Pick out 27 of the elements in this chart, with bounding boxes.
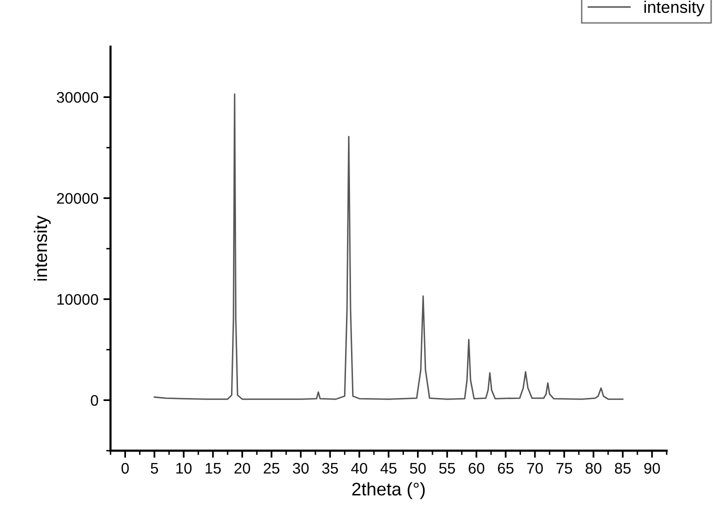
x-tick-label: 55 bbox=[439, 463, 455, 474]
x-tick-label: 30 bbox=[292, 462, 309, 474]
y-tick-label: 0 bbox=[90, 395, 98, 406]
x-tick-label: 0 bbox=[122, 462, 129, 474]
y-tick-label: 10000 bbox=[57, 294, 98, 305]
y-tick-label: 20000 bbox=[57, 193, 98, 204]
x-tick-label: 25 bbox=[264, 462, 280, 474]
x-tick-label: 65 bbox=[498, 462, 514, 474]
x-tick-label: 45 bbox=[380, 463, 396, 474]
x-tick-label: 85 bbox=[614, 462, 631, 474]
x-tick-label: 90 bbox=[644, 462, 660, 474]
legend-label: intensity bbox=[644, 0, 704, 16]
y-axis-title: intensity bbox=[34, 216, 51, 281]
x-tick-label: 5 bbox=[150, 463, 158, 474]
x-tick-label: 70 bbox=[527, 462, 543, 474]
x-tick-label: 80 bbox=[586, 462, 602, 474]
x-axis-title: 2theta (°) bbox=[352, 482, 425, 500]
line-series bbox=[154, 93, 624, 400]
x-tick-label: 15 bbox=[206, 463, 221, 474]
x-tick-label: 20 bbox=[234, 462, 250, 474]
x-tick-label: 35 bbox=[322, 462, 338, 474]
x-tick-label: 50 bbox=[410, 462, 426, 474]
y-tick-label: 30000 bbox=[56, 92, 98, 103]
x-tick-label: 60 bbox=[468, 462, 484, 474]
x-tick-label: 10 bbox=[176, 462, 192, 474]
x-tick-label: 75 bbox=[556, 463, 572, 474]
x-tick-label: 40 bbox=[351, 462, 368, 474]
